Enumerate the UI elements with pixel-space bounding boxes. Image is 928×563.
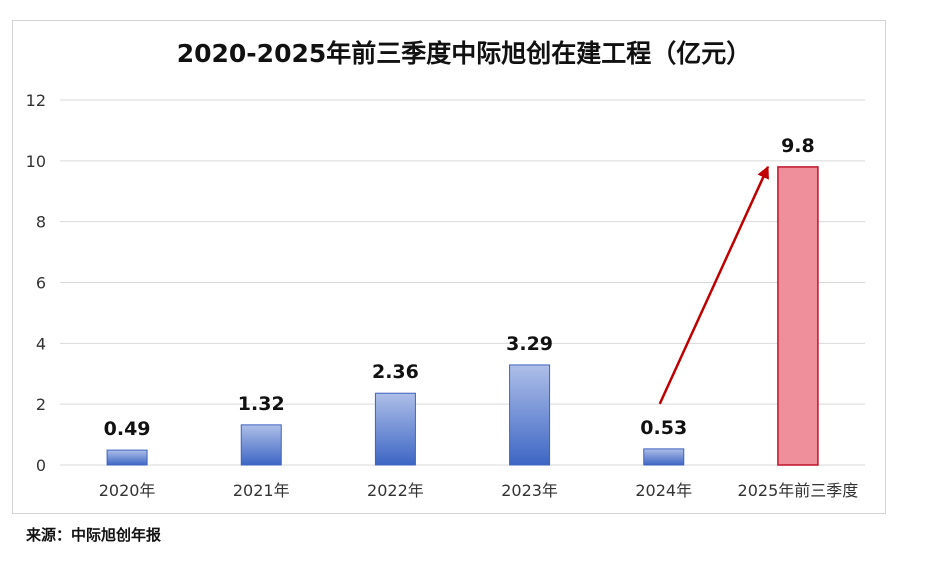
bar xyxy=(509,364,551,466)
data-label: 3.29 xyxy=(506,333,553,355)
trend-arrow xyxy=(658,165,770,405)
source-note: 来源：中际旭创年报 xyxy=(26,526,162,544)
y-tick-label: 0 xyxy=(36,456,46,475)
y-tick-label: 10 xyxy=(26,152,46,171)
bar xyxy=(777,166,819,466)
bar xyxy=(240,424,282,466)
x-tick-label: 2023年 xyxy=(501,481,558,500)
bar xyxy=(374,392,416,466)
data-label: 0.53 xyxy=(640,417,687,439)
x-tick-label: 2024年 xyxy=(635,481,692,500)
data-label: 9.8 xyxy=(781,135,815,157)
chart-title: 2020-2025年前三季度中际旭创在建工程（亿元） xyxy=(176,39,752,68)
y-tick-label: 12 xyxy=(26,91,46,110)
y-tick-label: 4 xyxy=(36,334,46,353)
data-label: 0.49 xyxy=(104,418,151,440)
bar xyxy=(106,449,148,466)
y-tick-label: 6 xyxy=(36,274,46,293)
x-tick-label: 2025年前三季度 xyxy=(738,481,859,500)
y-tick-label: 8 xyxy=(36,213,46,232)
x-tick-label: 2022年 xyxy=(367,481,424,500)
x-tick-label: 2021年 xyxy=(233,481,290,500)
y-tick-label: 2 xyxy=(36,395,46,414)
x-tick-label: 2020年 xyxy=(99,481,156,500)
bar xyxy=(643,448,685,466)
data-label: 1.32 xyxy=(238,393,285,415)
data-label: 2.36 xyxy=(372,361,419,383)
chart-frame xyxy=(12,20,886,514)
